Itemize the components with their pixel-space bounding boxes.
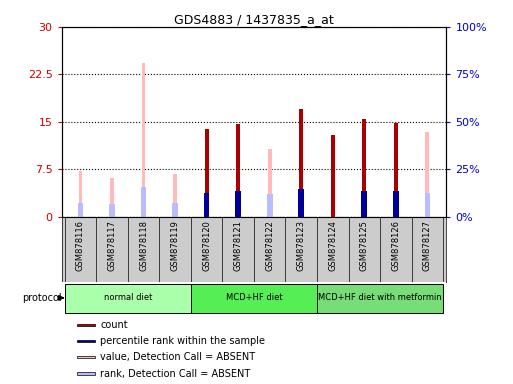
Bar — [362, 119, 366, 217]
Bar — [425, 193, 430, 217]
Title: GDS4883 / 1437835_a_at: GDS4883 / 1437835_a_at — [174, 13, 334, 26]
Text: GSM878119: GSM878119 — [171, 220, 180, 271]
Bar — [77, 356, 95, 358]
Bar — [300, 109, 303, 217]
Text: MCD+HF diet: MCD+HF diet — [226, 293, 282, 302]
Bar — [268, 149, 271, 217]
Bar — [317, 284, 443, 313]
Text: MCD+HF diet with metformin: MCD+HF diet with metformin — [318, 293, 442, 302]
Bar — [173, 174, 177, 217]
Bar — [205, 129, 208, 217]
Bar — [235, 191, 241, 217]
Bar — [204, 193, 209, 217]
Text: GSM878121: GSM878121 — [233, 220, 243, 271]
Text: GSM878120: GSM878120 — [202, 220, 211, 271]
Bar — [77, 340, 95, 342]
Text: GSM878117: GSM878117 — [108, 220, 116, 271]
Text: GSM878116: GSM878116 — [76, 220, 85, 271]
Text: value, Detection Call = ABSENT: value, Detection Call = ABSENT — [100, 352, 255, 362]
Bar — [236, 124, 240, 217]
Text: GSM878125: GSM878125 — [360, 220, 369, 271]
Bar — [425, 132, 429, 217]
Bar — [109, 204, 115, 217]
Bar — [394, 123, 398, 217]
Bar — [393, 191, 399, 217]
Bar — [299, 189, 304, 217]
Bar — [77, 323, 95, 326]
Text: GSM878126: GSM878126 — [391, 220, 400, 271]
Text: GSM878123: GSM878123 — [297, 220, 306, 271]
Text: GSM878127: GSM878127 — [423, 220, 432, 271]
Bar — [77, 372, 95, 375]
Text: GSM878124: GSM878124 — [328, 220, 337, 271]
Bar — [78, 171, 83, 217]
Text: percentile rank within the sample: percentile rank within the sample — [100, 336, 265, 346]
Bar — [267, 194, 272, 217]
Text: rank, Detection Call = ABSENT: rank, Detection Call = ABSENT — [100, 369, 250, 379]
Bar — [141, 187, 146, 217]
Text: normal diet: normal diet — [104, 293, 152, 302]
Text: GSM878122: GSM878122 — [265, 220, 274, 271]
Bar — [142, 63, 146, 217]
Bar — [362, 191, 367, 217]
Text: count: count — [100, 319, 128, 329]
Text: GSM878118: GSM878118 — [139, 220, 148, 271]
Bar — [65, 284, 191, 313]
Bar — [77, 203, 83, 217]
Text: protocol: protocol — [23, 293, 62, 303]
Bar — [172, 203, 178, 217]
Bar — [110, 178, 114, 217]
Bar — [191, 284, 317, 313]
Bar — [331, 134, 334, 217]
